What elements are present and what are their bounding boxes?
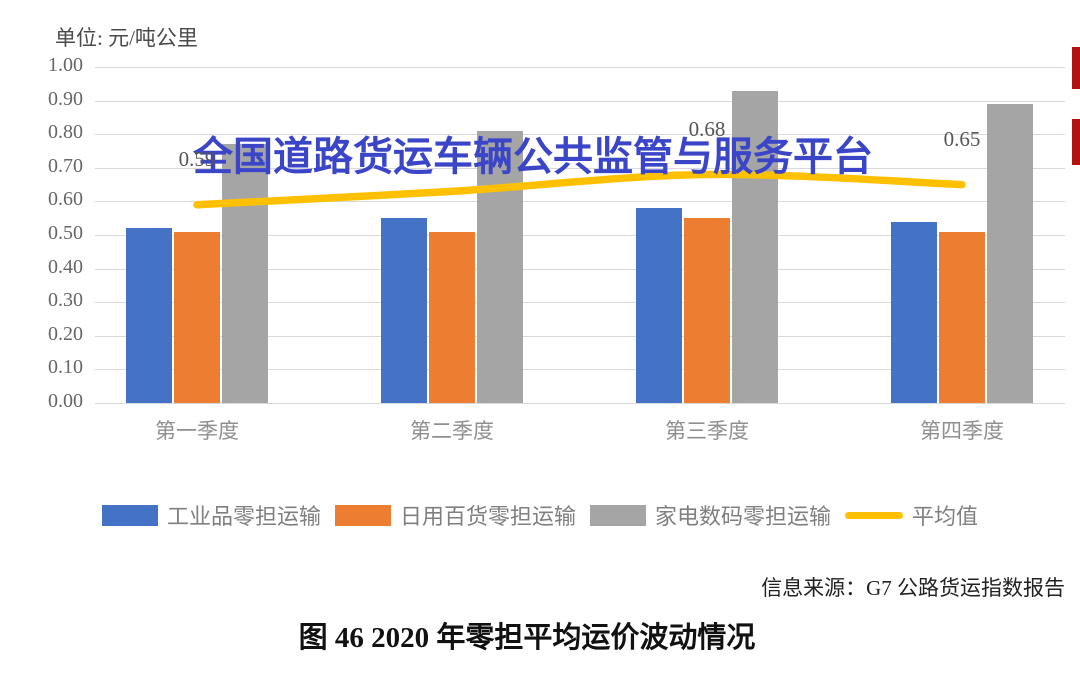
bar-industrial-ltl-q1	[126, 228, 172, 403]
x-axis-category-label: 第三季度	[665, 419, 749, 443]
y-axis-tick-label: 0.70	[48, 154, 83, 177]
legend-label: 平均值	[912, 504, 979, 529]
legend-item-appliance-digital-ltl: 家电数码零担运输	[590, 499, 831, 531]
gridline	[95, 403, 1065, 404]
bar-industrial-ltl-q4	[891, 221, 937, 403]
watermark-text: 全国道路货运车辆公共监管与服务平台	[193, 135, 873, 179]
red-edge-marker-top	[1072, 47, 1080, 89]
gridline	[95, 235, 1065, 236]
line-point-label: 0.65	[943, 126, 981, 151]
y-axis-tick-label: 0.60	[48, 188, 83, 211]
line-point-label: 0.59	[178, 146, 216, 171]
red-edge-marker-bottom	[1072, 119, 1080, 165]
line-point-label: 0.68	[688, 116, 726, 141]
y-axis-unit-label: 单位: 元/吨公里	[55, 26, 198, 50]
chart-legend: 工业品零担运输 日用百货零担运输 家电数码零担运输 平均值	[0, 499, 1080, 531]
legend-swatch-industrial-ltl	[101, 504, 158, 526]
source-attribution: 信息来源：G7 公路货运指数报告	[761, 576, 1065, 600]
bar-daily-goods-ltl-q4	[939, 231, 985, 403]
y-axis-tick-label: 0.80	[48, 121, 83, 144]
gridline	[95, 369, 1065, 371]
gridline	[95, 167, 1065, 169]
legend-item-average: 平均值	[845, 499, 978, 531]
legend-label: 家电数码零担运输	[655, 504, 832, 529]
legend-swatch-average	[845, 511, 904, 519]
x-axis-category-label: 第二季度	[410, 419, 494, 443]
legend-swatch-appliance-digital-ltl	[590, 504, 646, 526]
legend-item-daily-goods-ltl: 日用百货零担运输	[334, 499, 576, 531]
bar-industrial-ltl-q2	[381, 218, 427, 403]
gridline	[95, 335, 1065, 337]
y-axis-tick-label: 0.50	[48, 222, 83, 244]
x-axis-category-label: 第四季度	[920, 419, 1004, 443]
y-axis-tick-label: 0.00	[48, 390, 83, 412]
gridline	[95, 302, 1065, 304]
bar-daily-goods-ltl-q1	[174, 231, 220, 403]
gridline	[95, 134, 1065, 136]
legend-swatch-daily-goods-ltl	[334, 504, 391, 526]
y-axis-tick-label: 0.20	[48, 322, 83, 345]
gridline	[95, 268, 1065, 270]
y-axis-tick-label: 1.00	[48, 54, 83, 76]
bar-appliance-digital-ltl-q3	[732, 90, 778, 403]
y-axis-tick-label: 0.30	[48, 289, 83, 312]
y-axis-tick-label: 0.10	[48, 356, 83, 379]
legend-label: 日用百货零担运输	[399, 504, 576, 529]
bar-daily-goods-ltl-q2	[429, 231, 475, 403]
gridline	[95, 100, 1065, 102]
bar-appliance-digital-ltl-q4	[987, 103, 1033, 403]
y-axis-tick-label: 0.40	[48, 255, 83, 278]
y-axis-tick-label: 0.90	[48, 87, 83, 110]
bar-daily-goods-ltl-q3	[684, 218, 730, 403]
bar-appliance-digital-ltl-q1	[222, 144, 268, 403]
x-axis-category-label: 第一季度	[155, 419, 239, 443]
legend-label: 工业品零担运输	[166, 504, 321, 529]
figure-caption: 图 46 2020 年零担平均运价波动情况	[298, 622, 756, 654]
bar-industrial-ltl-q3	[636, 208, 682, 403]
gridline	[95, 67, 1065, 68]
legend-item-industrial-ltl: 工业品零担运输	[101, 499, 321, 531]
